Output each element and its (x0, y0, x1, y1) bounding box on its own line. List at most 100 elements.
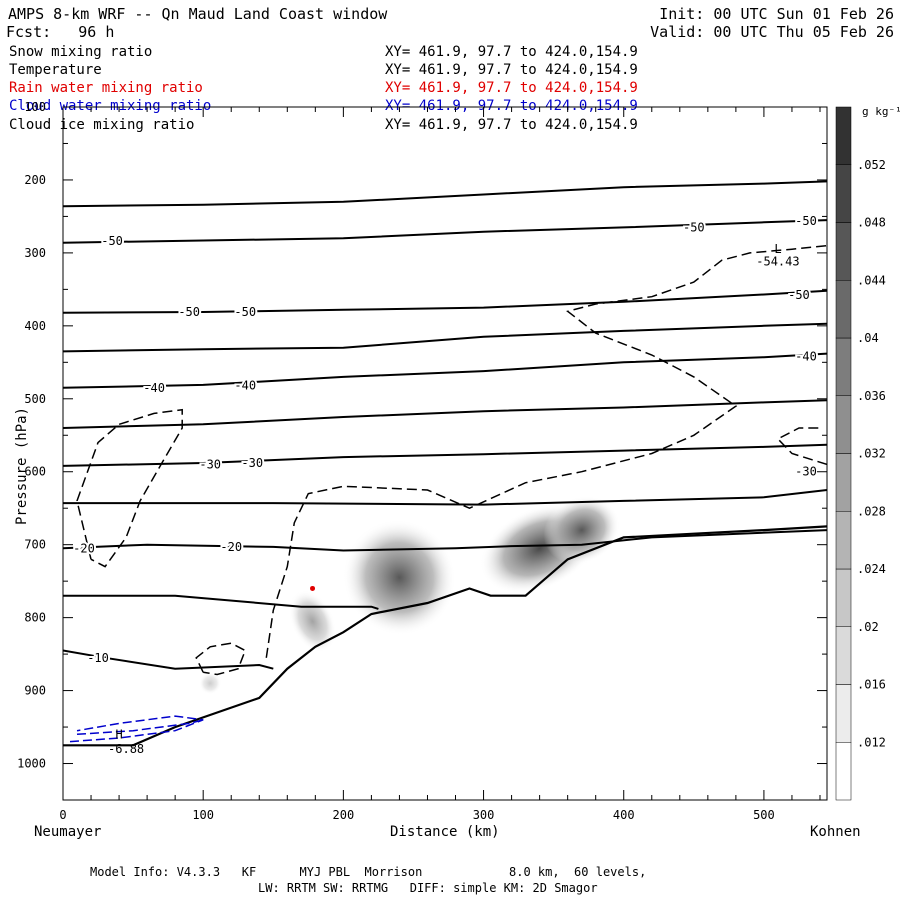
rain-point (310, 585, 316, 591)
field-temperature-xy: XY= 461.9, 97.7 to 424.0,154.9 (385, 62, 638, 78)
field-rain-xy: XY= 461.9, 97.7 to 424.0,154.9 (385, 80, 638, 96)
temperature-label: -50 (683, 220, 705, 234)
colorbar-segment (835, 222, 852, 281)
colorbar-label: .048 (857, 216, 886, 230)
field-cloud-ice-xy: XY= 461.9, 97.7 to 424.0,154.9 (385, 117, 638, 133)
field-temperature-name: Temperature (9, 62, 102, 78)
plot-frame (62, 106, 828, 801)
temperature-label: -10 (87, 651, 109, 665)
y-tick-label: 1000 (17, 757, 46, 771)
model-info-line2: LW: RRTM SW: RRTMG DIFF: simple KM: 2D S… (258, 881, 598, 895)
y-tick-label: 900 (24, 684, 46, 698)
colorbar-label: .036 (857, 389, 886, 403)
field-cloud-water-xy: XY= 461.9, 97.7 to 424.0,154.9 (385, 98, 638, 114)
cloud-ice-contour (776, 427, 827, 466)
temperature-label: -50 (234, 305, 256, 319)
temperature-label: -50 (795, 214, 817, 228)
temperature-label: -40 (795, 349, 817, 363)
temperature-label: -20 (220, 540, 242, 554)
temperature-label: -30 (241, 456, 263, 470)
temperature-contour (63, 529, 827, 552)
terrain-line (63, 525, 827, 747)
colorbar-label: .02 (857, 620, 879, 634)
extremum-label: H (115, 727, 122, 741)
y-tick-label: 200 (24, 173, 46, 187)
colorbar-segment (835, 568, 852, 627)
colorbar-label: .028 (857, 504, 886, 518)
field-cloud-ice-name: Cloud ice mixing ratio (9, 117, 195, 133)
extremum-label: L (774, 242, 781, 256)
colorbar-segment (835, 164, 852, 223)
temperature-contour (63, 219, 827, 244)
field-rain-name: Rain water mixing ratio (9, 80, 203, 96)
colorbar-segment (835, 626, 852, 685)
colorbar-label: .024 (857, 562, 886, 576)
temperature-contour (63, 443, 827, 467)
temperature-label: -20 (73, 541, 95, 555)
y-tick-label: 700 (24, 538, 46, 552)
temperature-label: -30 (795, 465, 817, 479)
model-info-line1: Model Info: V4.3.3 KF MYJ PBL Morrison 8… (90, 865, 647, 879)
y-tick-label: 100 (24, 100, 46, 114)
colorbar-label: .032 (857, 447, 886, 461)
init-time: Init: 00 UTC Sun 01 Feb 26 (659, 5, 894, 23)
colorbar-segment (835, 684, 852, 743)
colorbar-label: .044 (857, 273, 886, 287)
colorbar-units: g kg⁻¹ (862, 105, 900, 118)
cloud-ice-contour (76, 408, 183, 568)
x-left-endpoint: Neumayer (34, 824, 102, 840)
temperature-label: -50 (788, 288, 810, 302)
x-tick-label: 200 (333, 808, 355, 822)
x-axis-title: Distance (km) (390, 824, 500, 840)
cloud-ice-contour (265, 244, 827, 658)
chart-title: AMPS 8-km WRF -- Qn Maud Land Coast wind… (8, 5, 388, 23)
snow-shaded-cell (199, 672, 222, 695)
temperature-contour (63, 594, 379, 610)
y-tick-label: 400 (24, 319, 46, 333)
temperature-contour (63, 322, 827, 353)
temperature-label: -50 (101, 234, 123, 248)
temperature-contour (63, 180, 827, 208)
colorbar-label: .052 (857, 158, 886, 172)
temperature-label: -50 (178, 305, 200, 319)
valid-time: Valid: 00 UTC Thu 05 Feb 26 (650, 23, 894, 41)
field-snow-name: Snow mixing ratio (9, 44, 153, 60)
x-tick-label: 500 (753, 808, 775, 822)
extremum-label: -6.88 (108, 742, 144, 756)
x-tick-label: 0 (59, 808, 66, 822)
temperature-contour (63, 352, 827, 389)
cloud-ice-contour (195, 642, 247, 676)
y-axis-title: Pressure (hPa) (14, 407, 30, 526)
colorbar-segment (835, 453, 852, 512)
field-snow-xy: XY= 461.9, 97.7 to 424.0,154.9 (385, 44, 638, 60)
cloud-water-contour (76, 719, 204, 736)
temperature-contour (63, 649, 274, 670)
colorbar-label: .04 (857, 331, 879, 345)
x-tick-label: 300 (473, 808, 495, 822)
y-tick-label: 600 (24, 465, 46, 479)
temperature-contour (63, 399, 827, 429)
temperature-contour (63, 289, 827, 314)
colorbar-segment (835, 280, 852, 339)
y-tick-label: 500 (24, 392, 46, 406)
cloud-water-contour (69, 715, 204, 743)
temperature-label: -40 (143, 381, 165, 395)
temperature-label: -40 (234, 379, 256, 393)
x-tick-label: 400 (613, 808, 635, 822)
colorbar-label: .016 (857, 678, 886, 692)
extremum-label: -54.43 (756, 255, 799, 269)
colorbar-label: .012 (857, 735, 886, 749)
y-tick-label: 800 (24, 611, 46, 625)
colorbar-segment (835, 395, 852, 454)
temperature-contour (63, 489, 827, 506)
forecast-hour: Fcst: 96 h (6, 23, 115, 41)
y-tick-label: 300 (24, 246, 46, 260)
temperature-label: -30 (199, 457, 221, 471)
colorbar-segment (835, 106, 852, 165)
x-right-endpoint: Kohnen (810, 824, 861, 840)
x-tick-label: 100 (192, 808, 214, 822)
colorbar-segment (835, 511, 852, 570)
colorbar-segment (835, 337, 852, 396)
colorbar-segment (835, 742, 852, 801)
